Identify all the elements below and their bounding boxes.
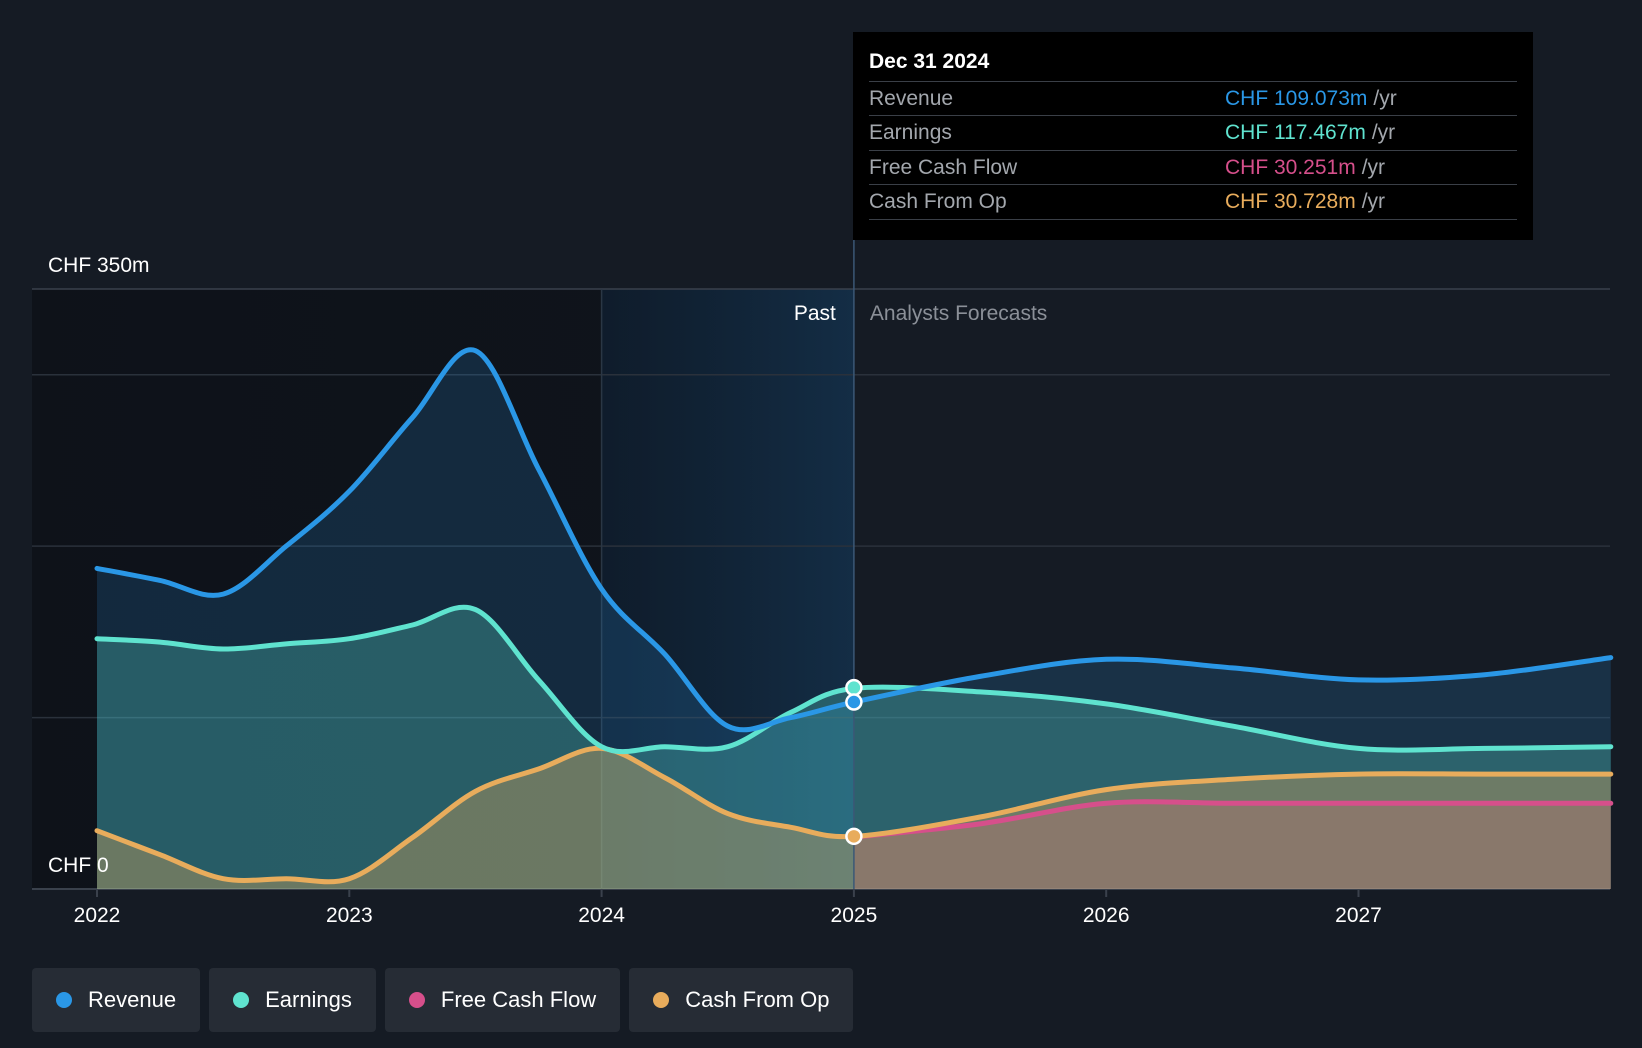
tooltip-row-earnings: Earnings CHF 117.467m/yr	[869, 115, 1517, 150]
tooltip-row-free-cash-flow: Free Cash Flow CHF 30.251m/yr	[869, 150, 1517, 185]
series-lines	[94, 347, 1614, 885]
area-cash-from-op	[97, 748, 1611, 889]
legend-label: Free Cash Flow	[440, 987, 597, 1012]
tooltip-label: Free Cash Flow	[869, 156, 1018, 179]
x-tick-label: 2022	[74, 904, 121, 927]
past-label: Past	[794, 302, 836, 325]
highlight-markers	[845, 678, 863, 846]
area-revenue	[97, 349, 1611, 889]
chart-area: Past Analysts Forecasts CHF 350m CHF 0 2…	[32, 240, 1614, 927]
dot-icon	[56, 992, 72, 1008]
tooltip-date: Dec 31 2024	[869, 50, 990, 73]
tooltip-label: Earnings	[869, 121, 952, 144]
marker-cash-from-op	[845, 827, 863, 846]
line-earnings	[94, 604, 1614, 755]
tooltip-value: CHF 117.467m/yr	[1225, 121, 1396, 144]
legend-item-revenue[interactable]: Revenue	[32, 968, 201, 1032]
forecast-label: Analysts Forecasts	[870, 302, 1047, 325]
legend-label: Revenue	[88, 987, 177, 1012]
tooltip-value: CHF 30.251m/yr	[1225, 156, 1386, 179]
line-cash-from-op	[94, 745, 1614, 885]
tooltip-row-revenue: Revenue CHF 109.073m/yr	[869, 81, 1517, 116]
legend-item-earnings[interactable]: Earnings	[209, 968, 376, 1032]
x-tick-label: 2027	[1335, 904, 1382, 927]
dot-icon	[408, 992, 425, 1008]
tooltip-value: CHF 109.073m/yr	[1225, 87, 1397, 110]
tooltip-value: CHF 30.728m/yr	[1225, 190, 1386, 213]
y-axis-top-label: CHF 350m	[48, 254, 150, 277]
dot-icon	[653, 992, 670, 1008]
line-revenue	[94, 347, 1614, 733]
tooltip-row-cash-from-op: Cash From Op CHF 30.728m/yr	[869, 184, 1517, 220]
legend-item-free-cash-flow[interactable]: Free Cash Flow	[384, 968, 621, 1032]
dot-icon	[233, 992, 250, 1008]
legend: Revenue Earnings Free Cash Flow Cash Fro…	[32, 968, 854, 1032]
line-free-cash-flow	[851, 799, 1614, 840]
marker-earnings	[845, 678, 863, 697]
legend-label: Cash From Op	[685, 987, 830, 1012]
gridlines	[32, 288, 1610, 890]
tooltip: Dec 31 2024 Revenue CHF 109.073m/yr Earn…	[853, 32, 1533, 240]
legend-label: Earnings	[265, 987, 352, 1012]
legend-item-cash-from-op[interactable]: Cash From Op	[629, 968, 854, 1032]
tooltip-label: Revenue	[869, 87, 954, 110]
x-tick-label: 2023	[326, 904, 373, 927]
y-axis-bottom-label: CHF 0	[48, 854, 109, 877]
x-tick-label: 2026	[1083, 904, 1130, 927]
tooltip-label: Cash From Op	[869, 190, 1007, 213]
marker-revenue	[845, 693, 863, 711]
x-tick-label: 2025	[831, 904, 878, 927]
area-free-cash-flow	[853, 801, 1611, 889]
x-tick-label: 2024	[578, 904, 625, 927]
highlighted-period	[601, 289, 854, 889]
x-axis-ticks: 2022 2023 2024 2025 2026 2027	[74, 889, 1382, 927]
